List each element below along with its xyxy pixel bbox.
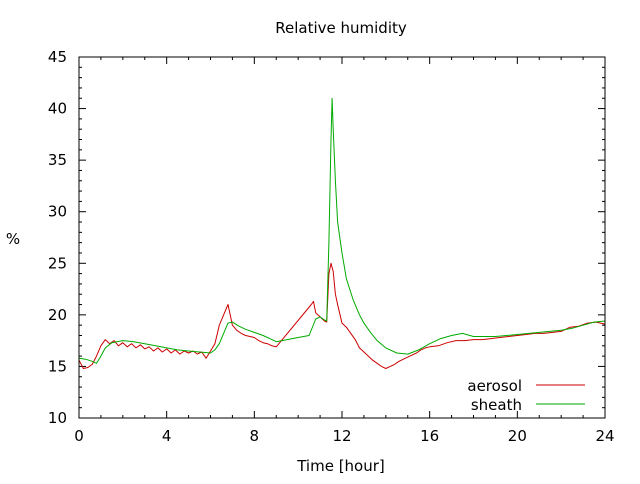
y-tick-label: 30 xyxy=(48,203,67,221)
x-tick-label: 12 xyxy=(332,427,351,445)
x-tick-label: 24 xyxy=(595,427,614,445)
y-tick-label: 40 xyxy=(48,100,67,118)
plot-frame xyxy=(78,56,606,419)
y-tick-label: 15 xyxy=(48,357,67,375)
y-tick-label: 45 xyxy=(48,48,67,66)
ticks-layer: 0 4 8 12 16 20 24 10 15 20 25 30 35 40 45 xyxy=(48,48,615,445)
chart-title: Relative humidity xyxy=(275,19,407,37)
x-tick-label: 0 xyxy=(74,427,84,445)
y-axis-label: % xyxy=(6,230,20,248)
y-tick-label: 25 xyxy=(48,254,67,272)
y-tick-label: 35 xyxy=(48,151,67,169)
series-layer xyxy=(78,97,606,369)
x-tick-label: 16 xyxy=(420,427,439,445)
x-tick-label: 8 xyxy=(250,427,260,445)
y-tick-label: 20 xyxy=(48,306,67,324)
legend-label-sheath: sheath xyxy=(471,396,522,414)
series-line-aerosol xyxy=(78,262,606,369)
x-tick-label: 4 xyxy=(162,427,172,445)
series-line-sheath xyxy=(78,97,606,364)
y-tick-label: 10 xyxy=(48,409,67,427)
x-axis-label: Time [hour] xyxy=(296,457,385,475)
legend-label-aerosol: aerosol xyxy=(467,377,522,395)
legend: aerosol sheath xyxy=(467,377,585,414)
x-tick-label: 20 xyxy=(508,427,527,445)
